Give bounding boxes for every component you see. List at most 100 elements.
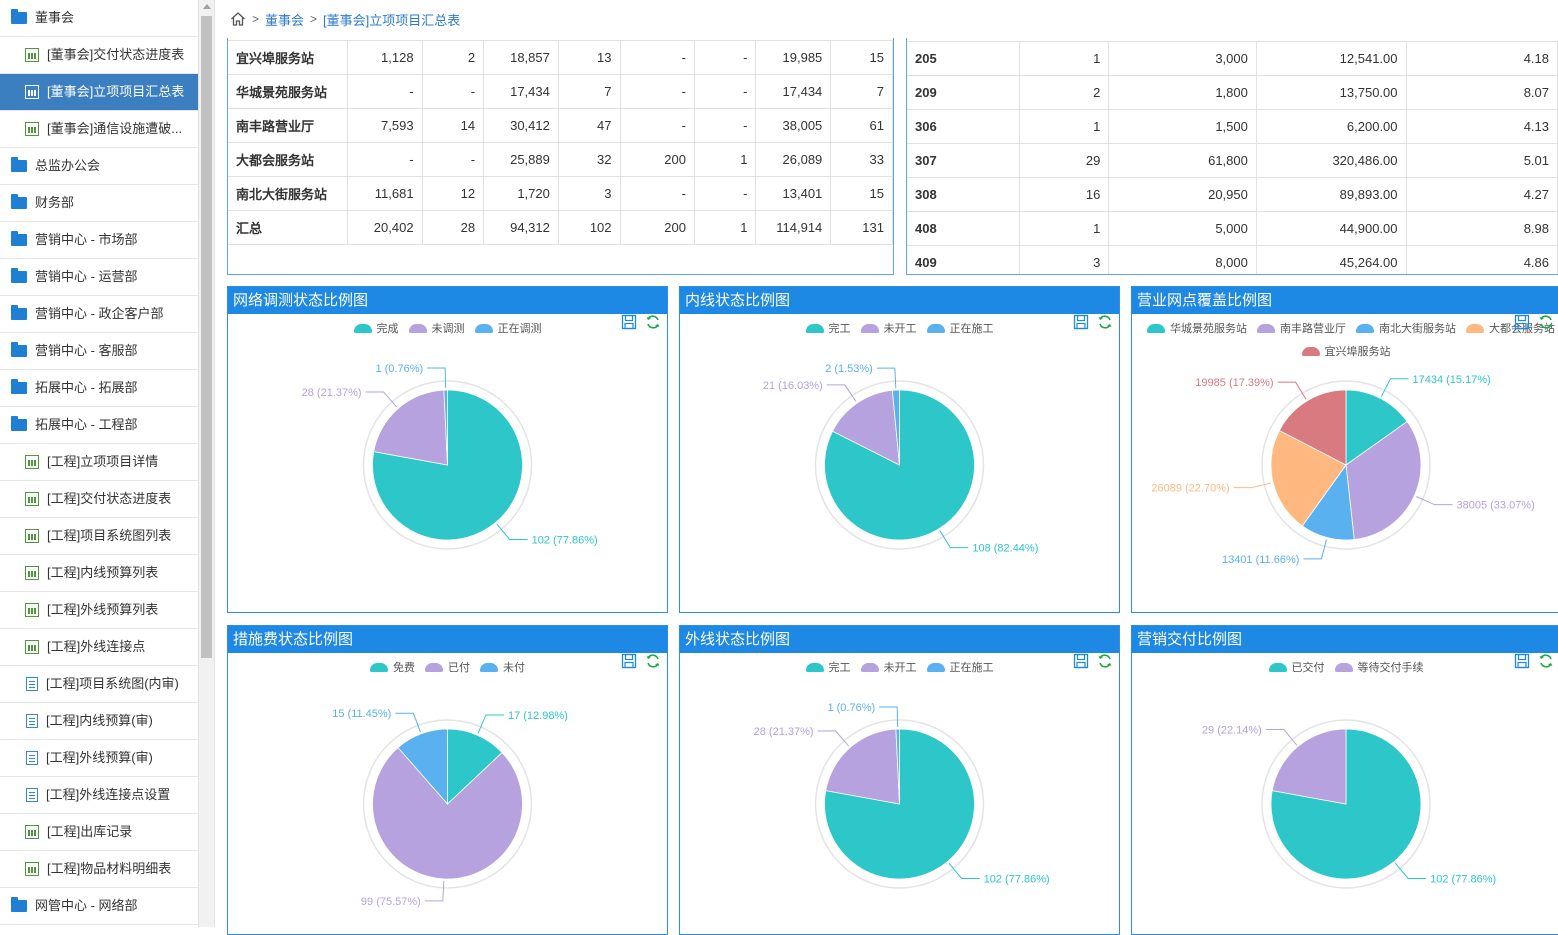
folder-icon	[11, 305, 27, 320]
legend-item[interactable]: 未开工	[860, 659, 917, 675]
pie-slice[interactable]	[372, 389, 523, 541]
pie-slice[interactable]	[372, 747, 523, 880]
scrollbar-thumb[interactable]	[201, 16, 212, 658]
sidebar-item[interactable]: 董事会	[0, 0, 198, 37]
table-cell: 12,541.00	[1255, 41, 1407, 76]
sidebar-item[interactable]: [工程]出库记录	[0, 814, 198, 851]
refresh-icon[interactable]	[1097, 653, 1113, 669]
pie-slice[interactable]	[832, 389, 900, 466]
sidebar-item[interactable]: 网管中心 - 网络部	[0, 888, 198, 925]
legend-swatch	[860, 324, 879, 333]
legend-item[interactable]: 华城景苑服务站	[1147, 320, 1247, 336]
sidebar-item[interactable]: [工程]交付状态进度表	[0, 481, 198, 518]
pie-slice[interactable]	[1270, 728, 1422, 880]
legend-item[interactable]: 南丰路营业厅	[1257, 320, 1346, 336]
sidebar-item[interactable]: [工程]内线预算(审)	[0, 703, 198, 740]
table-cell: 2	[421, 40, 485, 75]
legend-item[interactable]: 未调测	[408, 320, 465, 336]
legend-swatch	[474, 324, 493, 333]
refresh-icon[interactable]	[1538, 314, 1554, 330]
pie-slice[interactable]	[825, 728, 900, 805]
pie-data-label: 19985 (17.39%)	[1195, 377, 1273, 389]
chart-legend: 完工 未开工 正在施工	[680, 320, 1119, 336]
legend-item[interactable]: 已交付	[1268, 659, 1325, 675]
folder-open-icon	[11, 416, 27, 431]
legend-item[interactable]: 等待交付手续	[1334, 659, 1424, 675]
legend-item[interactable]: 南北大街服务站	[1356, 320, 1456, 336]
pie-data-label: 29 (22.14%)	[1202, 725, 1262, 737]
pie-slice[interactable]	[443, 389, 448, 466]
sidebar-item[interactable]: 总监办公会	[0, 148, 198, 185]
pie-slice[interactable]	[397, 728, 448, 806]
sidebar-item[interactable]: [工程]外线连接点设置	[0, 777, 198, 814]
pie-slice[interactable]	[1345, 421, 1422, 540]
sidebar-item[interactable]: [工程]内线预算列表	[0, 555, 198, 592]
save-icon[interactable]	[1073, 653, 1089, 669]
pie-slice[interactable]	[891, 389, 900, 466]
refresh-icon[interactable]	[645, 653, 661, 669]
table-cell: 44,900.00	[1255, 211, 1407, 246]
breadcrumb-item-project-summary[interactable]: [董事会]立项项目汇总表	[323, 12, 461, 28]
sidebar-item[interactable]: 营销中心 - 政企客户部	[0, 296, 198, 333]
legend-item[interactable]: 完成	[353, 320, 399, 336]
pie-data-label: 102 (77.86%)	[532, 534, 598, 546]
save-icon[interactable]	[621, 653, 637, 669]
pie-slice[interactable]	[1345, 389, 1408, 466]
legend-item[interactable]: 宜兴埠服务站	[1301, 343, 1391, 359]
document-icon	[26, 788, 38, 802]
sidebar-item[interactable]: [工程]项目系统图(内审)	[0, 666, 198, 703]
table-row: 华城景苑服务站 - -17,434 7- -17,434 7	[228, 74, 893, 109]
sidebar-item[interactable]: [董事会]通信设施遭破...	[0, 111, 198, 148]
report-chart-icon	[25, 122, 39, 136]
sidebar-item[interactable]: 财务部	[0, 185, 198, 222]
sidebar-item[interactable]: [工程]立项项目详情	[0, 444, 198, 481]
pie-slice[interactable]	[1278, 389, 1347, 466]
pie-slice[interactable]	[895, 728, 900, 805]
pie-slice[interactable]	[373, 389, 448, 466]
sidebar-item[interactable]: [董事会]交付状态进度表	[0, 37, 198, 74]
legend-item[interactable]: 免费	[370, 659, 415, 675]
legend-label: 免费	[393, 662, 415, 674]
table-cell: -	[693, 176, 757, 211]
breadcrumb-item-board[interactable]: 董事会	[265, 12, 305, 28]
pie-slice[interactable]	[447, 728, 503, 805]
pie-label-line	[477, 714, 504, 734]
save-icon[interactable]	[621, 314, 637, 330]
legend-item[interactable]: 已付	[425, 659, 470, 675]
table-cell: 15	[830, 176, 893, 211]
legend-item[interactable]: 正在施工	[926, 320, 994, 336]
sidebar-item[interactable]: [工程]外线连接点	[0, 629, 198, 666]
scroll-up-icon[interactable]	[203, 4, 211, 9]
pie-slice[interactable]	[1270, 429, 1347, 527]
table-cell: 102	[557, 210, 621, 245]
sidebar-item[interactable]: 拓展中心 - 拓展部	[0, 370, 198, 407]
sidebar-item[interactable]: [董事会]立项项目汇总表	[0, 74, 198, 111]
sidebar-item[interactable]: 营销中心 - 运营部	[0, 259, 198, 296]
sidebar-item[interactable]: [工程]物品材料明细表	[0, 851, 198, 888]
pie-slice[interactable]	[824, 728, 975, 880]
save-icon[interactable]	[1514, 653, 1530, 669]
sidebar-item[interactable]: 营销中心 - 市场部	[0, 222, 198, 259]
sidebar-item[interactable]: 拓展中心 - 工程部	[0, 407, 198, 444]
pie-slice[interactable]	[1271, 728, 1347, 805]
refresh-icon[interactable]	[645, 314, 661, 330]
sidebar-item[interactable]: [工程]项目系统图列表	[0, 518, 198, 555]
legend-item[interactable]: 未付	[480, 659, 525, 675]
sidebar-scrollbar[interactable]	[199, 0, 215, 927]
pie-label-line	[876, 367, 897, 389]
save-icon[interactable]	[1514, 314, 1530, 330]
legend-item[interactable]: 完工	[805, 320, 851, 336]
report-chart-icon	[25, 48, 39, 62]
legend-item[interactable]: 未开工	[860, 320, 917, 336]
sidebar-item[interactable]: [工程]外线预算列表	[0, 592, 198, 629]
legend-item[interactable]: 正在调测	[474, 320, 542, 336]
save-icon[interactable]	[1073, 314, 1089, 330]
sidebar-item[interactable]: 营销中心 - 客服部	[0, 333, 198, 370]
legend-item[interactable]: 完工	[805, 659, 851, 675]
sidebar-item[interactable]: [工程]外线预算(审)	[0, 740, 198, 777]
home-icon[interactable]	[230, 11, 246, 27]
refresh-icon[interactable]	[1097, 314, 1113, 330]
table-cell: 306	[907, 109, 1020, 144]
legend-item[interactable]: 正在施工	[926, 659, 994, 675]
refresh-icon[interactable]	[1538, 653, 1554, 669]
